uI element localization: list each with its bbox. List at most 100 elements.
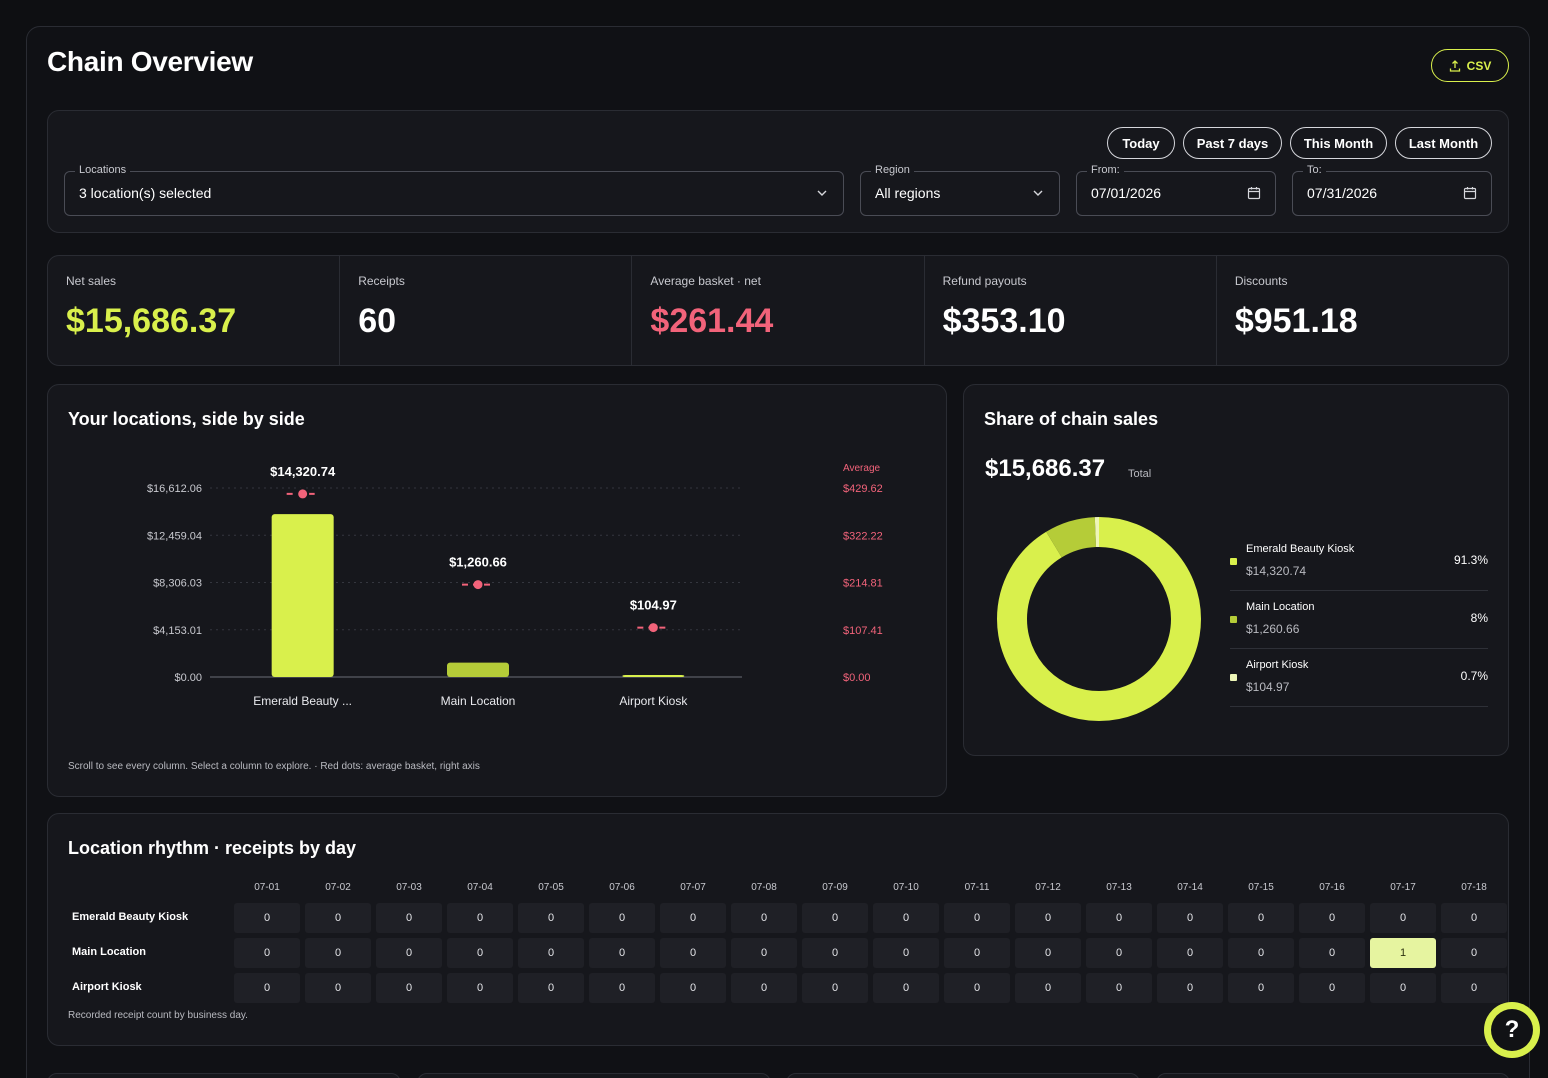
locations-select[interactable]: Locations 3 location(s) selected	[64, 164, 844, 216]
heatmap-cell[interactable]: 0	[376, 938, 442, 968]
donut-slice[interactable]	[997, 517, 1201, 721]
heatmap-cell[interactable]: 1	[1370, 938, 1436, 968]
legend-value: $1,260.66	[1246, 622, 1300, 636]
heatmap-cell[interactable]: 0	[944, 973, 1010, 1003]
bar[interactable]	[447, 662, 509, 677]
locations-label: Locations	[75, 164, 131, 176]
heatmap-cell[interactable]: 0	[660, 903, 726, 933]
y-tick-label: $0.00	[174, 672, 202, 684]
legend-value: $14,320.74	[1246, 564, 1307, 578]
from-label: From:	[1087, 164, 1124, 176]
heatmap-cell[interactable]: 0	[234, 938, 300, 968]
heatmap-cell[interactable]: 0	[1015, 973, 1081, 1003]
heatmap-cell[interactable]: 0	[1299, 973, 1365, 1003]
legend-item[interactable]: Emerald Beauty Kiosk $14,320.74 91.3%	[1230, 533, 1488, 591]
heatmap-cell[interactable]: 0	[731, 973, 797, 1003]
heatmap-cell[interactable]: 0	[1228, 973, 1294, 1003]
heatmap-cell[interactable]: 0	[1157, 903, 1223, 933]
heatmap-cell[interactable]: 0	[1157, 938, 1223, 968]
heatmap-cell[interactable]: 0	[376, 973, 442, 1003]
region-value: All regions	[875, 185, 941, 201]
heatmap-cell[interactable]: 0	[305, 903, 371, 933]
heatmap-cell[interactable]: 0	[447, 973, 513, 1003]
rhythm-title: Location rhythm · receipts by day	[68, 838, 357, 858]
legend-name: Main Location	[1246, 601, 1315, 613]
rhythm-note: Recorded receipt count by business day.	[68, 1010, 248, 1021]
heatmap-cell[interactable]: 0	[873, 903, 939, 933]
heatmap-cell[interactable]: 0	[447, 938, 513, 968]
heatmap-cell[interactable]: 0	[1086, 938, 1152, 968]
donut-slice[interactable]	[997, 517, 1201, 721]
legend-item[interactable]: Main Location $1,260.66 8%	[1230, 591, 1488, 649]
heatmap-cell[interactable]: 0	[660, 973, 726, 1003]
heatmap-cell[interactable]: 0	[944, 938, 1010, 968]
heatmap-cell[interactable]: 0	[1299, 938, 1365, 968]
range-past-7-days-button[interactable]: Past 7 days	[1183, 127, 1282, 159]
from-date-field[interactable]: From: 07/01/2026	[1076, 164, 1276, 216]
heatmap-cell[interactable]: 0	[376, 903, 442, 933]
heatmap-cell[interactable]: 0	[660, 938, 726, 968]
avg-basket-dot[interactable]	[473, 580, 483, 590]
csv-label: CSV	[1466, 58, 1492, 73]
heatmap-cell[interactable]: 0	[1370, 903, 1436, 933]
heatmap-cell[interactable]: 0	[1370, 973, 1436, 1003]
heatmap-row-label: Airport Kiosk	[72, 981, 142, 993]
to-date-field[interactable]: To: 07/31/2026	[1292, 164, 1492, 216]
heatmap-cell[interactable]: 0	[944, 903, 1010, 933]
heatmap-cell[interactable]: 0	[1441, 973, 1507, 1003]
bar[interactable]	[271, 514, 334, 677]
y-tick-label: $12,459.04	[147, 530, 202, 542]
legend-item[interactable]: Airport Kiosk $104.97 0.7%	[1230, 649, 1488, 707]
heatmap-cell[interactable]: 0	[1299, 903, 1365, 933]
heatmap-cell[interactable]: 0	[234, 973, 300, 1003]
range-today-button[interactable]: Today	[1107, 127, 1175, 159]
chevron-down-icon	[817, 190, 827, 196]
heatmap-cell[interactable]: 0	[447, 903, 513, 933]
kpi-value: $261.44	[650, 302, 774, 340]
next-card	[1156, 1073, 1510, 1078]
avg-basket-dot[interactable]	[648, 623, 658, 633]
heatmap-cell[interactable]: 0	[802, 938, 868, 968]
heatmap-cell[interactable]: 0	[518, 973, 584, 1003]
heatmap-cell[interactable]: 0	[305, 938, 371, 968]
heatmap-cell[interactable]: 0	[589, 973, 655, 1003]
day-column-header: 07-03	[396, 882, 422, 893]
avg-basket-dot[interactable]	[296, 487, 310, 501]
heatmap-cell[interactable]: 0	[1228, 903, 1294, 933]
calendar-icon[interactable]	[1463, 186, 1477, 200]
heatmap-cell[interactable]: 0	[873, 973, 939, 1003]
heatmap-cell[interactable]: 0	[873, 938, 939, 968]
heatmap-cell[interactable]: 0	[1015, 903, 1081, 933]
legend-swatch	[1230, 616, 1237, 623]
bar[interactable]	[622, 675, 685, 677]
legend-name: Airport Kiosk	[1246, 659, 1309, 671]
heatmap-cell[interactable]: 0	[802, 903, 868, 933]
y2-tick-label: $107.41	[843, 625, 883, 637]
heatmap-cell[interactable]: 0	[731, 938, 797, 968]
heatmap-cell[interactable]: 0	[731, 903, 797, 933]
heatmap-cell[interactable]: 0	[1441, 903, 1507, 933]
heatmap-cell[interactable]: 0	[589, 903, 655, 933]
kpi-discounts: Discounts $951.18	[1217, 256, 1508, 365]
day-column-header: 07-16	[1319, 882, 1345, 893]
heatmap-cell[interactable]: 0	[234, 903, 300, 933]
heatmap-cell[interactable]: 0	[518, 938, 584, 968]
csv-export-button[interactable]: CSV	[1431, 49, 1509, 82]
heatmap-cell[interactable]: 0	[1086, 973, 1152, 1003]
next-card	[786, 1073, 1140, 1078]
help-button[interactable]: ?	[1484, 1002, 1540, 1058]
heatmap-cell[interactable]: 0	[1015, 938, 1081, 968]
heatmap-cell[interactable]: 0	[1157, 973, 1223, 1003]
heatmap-cell[interactable]: 0	[589, 938, 655, 968]
heatmap-cell[interactable]: 0	[1228, 938, 1294, 968]
range-this-month-button[interactable]: This Month	[1290, 127, 1387, 159]
heatmap-cell[interactable]: 0	[518, 903, 584, 933]
heatmap-cell[interactable]: 0	[305, 973, 371, 1003]
region-select[interactable]: Region All regions	[860, 164, 1060, 216]
calendar-icon[interactable]	[1247, 186, 1261, 200]
heatmap-cell[interactable]: 0	[1441, 938, 1507, 968]
range-last-month-button[interactable]: Last Month	[1395, 127, 1492, 159]
heatmap-cell[interactable]: 0	[1086, 903, 1152, 933]
heatmap-cell[interactable]: 0	[802, 973, 868, 1003]
day-column-header: 07-18	[1461, 882, 1487, 893]
